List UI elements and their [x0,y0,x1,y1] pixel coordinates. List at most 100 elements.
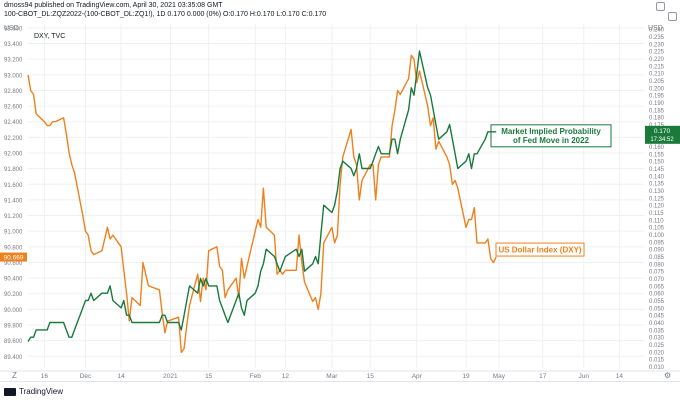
right-axis-tick-label: 0.180 [649,116,665,122]
tradingview-logo[interactable]: TradingView [4,387,63,396]
x-axis-tick-label: Jun [579,373,590,380]
fed-probability-annotation-border [490,124,612,148]
dxy-current-price-badge [0,252,27,262]
left-axis-tick-label: 89.400 [4,355,23,361]
right-axis-tick-label: 0.065 [649,284,665,290]
left-axis-unit: USD [4,25,19,32]
right-axis-tick-label: 0.050 [649,306,665,312]
left-axis-tick-label: 89.800 [4,324,23,330]
x-axis-tick-label: May [493,373,506,380]
right-axis-tick-label: 0.085 [649,255,665,261]
price-labels: 90.669 0.170 17:34:52 [0,125,680,262]
tradingview-brand: TradingView [19,387,64,396]
fed-probability-annotation-line: Market Implied Probability [501,127,601,136]
right-axis-tick-label: 0.055 [649,299,665,305]
settings-icon[interactable] [668,12,677,21]
right-axis-tick-label: 0.135 [649,182,665,188]
right-axis-tick-label: 0.025 [649,343,665,349]
prob-countdown-text: 17:34:52 [650,137,674,143]
right-axis-tick-label: 0.140 [649,174,665,180]
dxy-annotation-box: US Dollar Index (DXY) [495,242,585,257]
right-axis-tick-label: 0.220 [649,57,665,63]
dxy-current-price-text: 90.669 [4,255,24,262]
fed-probability-series-line [27,50,497,342]
right-axis-tick-label: 0.195 [649,94,665,100]
right-axis-tick-label: 0.230 [649,42,665,48]
right-axis-tick-label: 0.240 [649,28,665,34]
right-axis-tick-label: 0.040 [649,321,665,327]
right-axis-tick-label: 0.010 [649,365,665,371]
maximize-icon[interactable] [656,2,665,11]
right-axis-tick-label: 0.105 [649,226,665,232]
x-axis-tick-label: 2021 [163,373,178,380]
left-axis-tick-label: 93.200 [4,58,23,64]
left-axis-tick-label: 91.000 [4,230,23,236]
right-axis-tick-label: 0.145 [649,167,665,173]
right-axis-tick-label: 0.200 [649,86,665,92]
left-axis-tick-label: 89.600 [4,339,23,345]
right-axis-tick-label: 0.070 [649,277,665,283]
tradingview-logo-icon [4,387,16,396]
x-axis-tick-label: 16 [41,373,49,380]
x-axis-tick-label: Apr [412,373,423,380]
right-axis: USD 0.2400.2350.2300.2250.2200.2150.2100… [648,25,665,371]
prob-current-price-text: 0.170 [654,128,671,135]
right-axis-tick-label: 0.090 [649,248,665,254]
x-axis-tick-label: 12 [282,373,290,380]
left-axis-tick-label: 92.600 [4,105,23,111]
right-axis-tick-label: 0.075 [649,270,665,276]
left-axis-tick-label: 93.000 [4,73,23,79]
dxy-series-line [27,54,497,354]
right-axis-tick-label: 0.030 [649,336,665,342]
right-axis-tick-label: 0.015 [649,358,665,364]
x-axis-tick-label: Mar [326,373,338,380]
symbol-line: 100-CBOT_DL:ZQZ2022-(100-CBOT_DL:ZQ1!), … [4,11,327,18]
right-axis-tick-label: 0.205 [649,79,665,85]
x-axis-tick-label: 15 [205,373,213,380]
right-axis-tick-label: 0.020 [649,350,665,356]
right-axis-tick-label: 0.155 [649,152,665,158]
left-axis-tick-label: 91.400 [4,198,23,204]
x-axis-tick-label: 19 [462,373,470,380]
right-axis-tick-label: 0.080 [649,262,665,268]
x-axis-corner-right[interactable]: ⚙ [664,371,671,380]
x-axis-tick-label: 15 [367,373,375,380]
right-axis-tick-label: 0.185 [649,108,665,114]
prob-current-price-badge [645,125,680,144]
left-axis-tick-label: 92.000 [4,152,23,158]
right-axis-tick-label: 0.035 [649,328,665,334]
right-axis-tick-label: 0.150 [649,160,665,166]
left-axis-tick-label: 91.200 [4,214,23,220]
left-axis: USD 93.600 93.400 93.200 93.000 92.800 92.600… [4,25,23,361]
left-axis-tick-label: 90.600 [4,261,23,267]
right-axis-tick-label: 0.225 [649,50,665,56]
right-axis-tick-label: 0.100 [649,233,665,239]
right-axis-tick-label: 0.115 [649,211,664,217]
right-axis-tick-label: 0.190 [649,101,665,107]
right-axis-unit: USD [648,25,663,32]
right-axis-tick-label: 0.215 [649,64,665,70]
dxy-series-legend: DXY, TVC [34,33,65,40]
right-axis-tick-label: 0.045 [649,314,665,320]
left-axis-tick-label: 91.800 [4,167,23,173]
right-axis-tick-label: 0.160 [649,145,665,151]
dxy-annotation-border [495,242,585,257]
left-axis-tick-label: 90.800 [4,245,23,251]
right-axis-tick-label: 0.235 [649,35,665,41]
right-axis-tick-label: 0.210 [649,72,665,78]
right-axis-tick-label: 0.110 [649,218,664,224]
left-axis-tick-label: 92.200 [4,136,23,142]
dxy-annotation-text: US Dollar Index (DXY) [498,246,581,255]
left-axis-tick-label: 93.600 [4,26,23,32]
left-axis-tick-label: 92.800 [4,89,23,95]
x-axis-tick-label: Dec [80,373,92,380]
left-axis-tick-label: 90.400 [4,277,23,283]
right-axis-tick-label: 0.120 [649,204,665,210]
left-axis-tick-label: 92.400 [4,120,23,126]
left-axis-tick-label: 93.400 [4,42,23,48]
right-axis-tick-label: 0.130 [649,189,665,195]
x-axis-tick-label: Feb [250,373,262,380]
left-axis-tick-label: 90.200 [4,292,23,298]
